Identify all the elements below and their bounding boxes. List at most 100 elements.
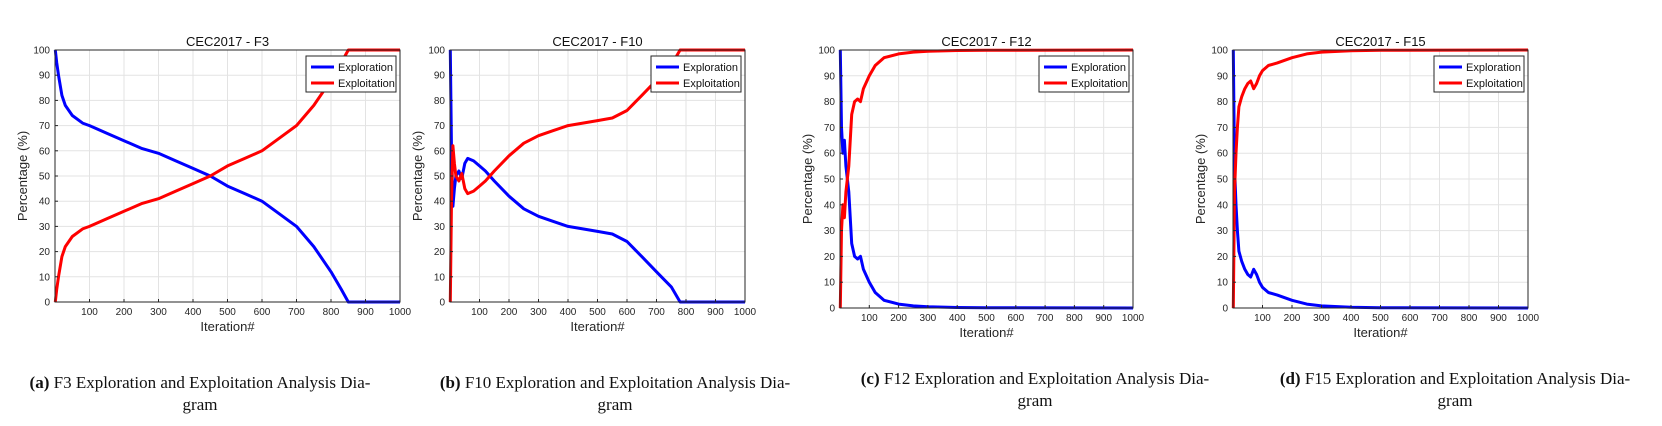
chart-2-x-tick-label: 100: [861, 313, 878, 324]
caption-c-label: (c): [860, 369, 880, 388]
chart-1-y-tick-label: 90: [434, 71, 446, 82]
chart-0-y-tick-label: 30: [39, 222, 51, 233]
chart-0-y-tick-label: 60: [39, 146, 51, 157]
chart-0-title: CEC2017 - F3: [186, 34, 269, 49]
chart-3-y-tick-label: 80: [1217, 97, 1229, 108]
caption-c: (c) F12 Exploration and Exploitation Ana…: [835, 368, 1235, 412]
chart-0-y-tick-label: 70: [39, 121, 51, 132]
chart-2-y-tick-label: 50: [824, 175, 836, 186]
chart-3-x-tick-label: 900: [1490, 313, 1507, 324]
chart-1-x-tick-label: 300: [530, 307, 547, 318]
chart-0-x-tick-label: 300: [150, 307, 167, 318]
chart-1-y-tick-label: 70: [434, 121, 446, 132]
chart-3-x-tick-label: 500: [1372, 313, 1389, 324]
caption-a-label: (a): [29, 373, 50, 392]
chart-1-y-tick-label: 10: [434, 272, 446, 283]
chart-2-x-tick-label: 500: [978, 313, 995, 324]
chart-2-y-tick-label: 90: [824, 71, 836, 82]
chart-0-x-tick-label: 1000: [389, 307, 412, 318]
caption-a-text: F3 Exploration and Exploitation Analysis…: [49, 373, 371, 392]
chart-1-series-line-exploration: [448, 49, 745, 304]
chart-3-y-tick-label: 30: [1217, 226, 1229, 237]
chart-0-x-tick-label: 200: [116, 307, 133, 318]
chart-panel-1: 100 200 300 400 500 600 700 800 900 1000 0 10 20 30 40…: [410, 34, 757, 334]
chart-2-y-tick-label: 30: [824, 226, 836, 237]
chart-3-y-tick-label: 90: [1217, 71, 1229, 82]
caption-c-text: F12 Exploration and Exploitation Analysi…: [879, 369, 1210, 388]
chart-3-x-tick-label: 300: [1313, 313, 1330, 324]
chart-2-legend-label-exploration: Exploration: [1071, 62, 1126, 74]
caption-d-line2: gram: [1437, 391, 1473, 410]
chart-0-x-axis-label: Iteration#: [200, 319, 255, 334]
chart-3-y-tick-label: 10: [1217, 278, 1229, 289]
chart-1-y-axis-label: Percentage (%): [410, 131, 425, 221]
chart-2-legend-label-exploitation: Exploitation: [1071, 78, 1128, 90]
chart-2-x-tick-label: 800: [1066, 313, 1083, 324]
chart-0-legend-label-exploitation: Exploitation: [338, 78, 395, 90]
caption-b-label: (b): [439, 373, 461, 392]
chart-3-x-tick-label: 100: [1254, 313, 1271, 324]
caption-a-line2: gram: [182, 395, 218, 414]
chart-1-legend-box: [650, 55, 742, 93]
chart-0-x-tick-label: 400: [185, 307, 202, 318]
chart-1-y-tick-label: 50: [434, 172, 446, 183]
chart-1-x-tick-label: 500: [589, 307, 606, 318]
chart-3-y-tick-label: 70: [1217, 123, 1229, 134]
caption-a: (a) F3 Exploration and Exploitation Anal…: [0, 372, 400, 416]
chart-1-x-axis-label: Iteration#: [570, 319, 625, 334]
chart-2-x-tick-label: 600: [1007, 313, 1024, 324]
chart-3-legend-label-exploitation: Exploitation: [1466, 78, 1523, 90]
chart-1-x-tick-label: 700: [648, 307, 665, 318]
chart-1-y-tick-label: 20: [434, 247, 446, 258]
chart-3-y-tick-label: 20: [1217, 252, 1229, 263]
chart-3-series-line-exploitation: [1231, 48, 1529, 309]
chart-1-y-tick-label: 100: [428, 46, 445, 57]
chart-0-series-line-exploration: [53, 49, 400, 304]
chart-3-y-tick-label: 40: [1217, 200, 1229, 211]
chart-2-series-line-exploitation: [838, 48, 1134, 309]
chart-1-title: CEC2017 - F10: [552, 34, 642, 49]
chart-2-x-axis-label: Iteration#: [959, 325, 1014, 340]
chart-0-legend-label-exploration: Exploration: [338, 62, 393, 74]
chart-3-y-axis-label: Percentage (%): [1193, 134, 1208, 224]
chart-3-x-tick-label: 200: [1284, 313, 1301, 324]
chart-1-x-tick-label: 800: [678, 307, 695, 318]
chart-0-y-tick-label: 10: [39, 272, 51, 283]
caption-b-text: F10 Exploration and Exploitation Analysi…: [460, 373, 791, 392]
chart-0-y-tick-label: 100: [33, 46, 50, 57]
caption-b: (b) F10 Exploration and Exploitation Ana…: [415, 372, 815, 416]
chart-0-y-tick-label: 90: [39, 71, 51, 82]
chart-1-x-tick-label: 1000: [734, 307, 757, 318]
caption-b-line2: gram: [597, 395, 633, 414]
chart-2-x-tick-label: 1000: [1122, 313, 1145, 324]
chart-2-y-tick-label: 40: [824, 200, 836, 211]
chart-0-y-tick-label: 0: [44, 298, 50, 309]
chart-1-y-tick-label: 0: [439, 298, 445, 309]
caption-d: (d) F15 Exploration and Exploitation Ana…: [1250, 368, 1660, 412]
chart-3-legend-label-exploration: Exploration: [1466, 62, 1521, 74]
chart-panel-2: 100 200 300 400 500 600 700 800 900 1000 0 10 20 30 40…: [800, 34, 1145, 340]
chart-3-legend-box: [1433, 55, 1525, 93]
chart-1-y-tick-label: 60: [434, 146, 446, 157]
chart-0-x-tick-label: 500: [219, 307, 236, 318]
chart-2-y-tick-label: 100: [818, 46, 835, 57]
chart-2-x-tick-label: 700: [1037, 313, 1054, 324]
chart-2-y-tick-label: 10: [824, 278, 836, 289]
chart-3-x-tick-label: 800: [1461, 313, 1478, 324]
chart-2-series-line-exploration: [838, 49, 1134, 310]
chart-3-x-tick-label: 700: [1431, 313, 1448, 324]
chart-2-title: CEC2017 - F12: [941, 34, 1031, 49]
chart-0-y-tick-label: 80: [39, 96, 51, 107]
chart-3-title: CEC2017 - F15: [1335, 34, 1425, 49]
chart-2-y-tick-label: 0: [829, 304, 835, 315]
chart-1-x-tick-label: 600: [619, 307, 636, 318]
chart-3-y-tick-label: 0: [1222, 304, 1228, 315]
chart-2-x-tick-label: 200: [890, 313, 907, 324]
chart-0-y-tick-label: 50: [39, 172, 51, 183]
chart-3-x-tick-label: 1000: [1517, 313, 1540, 324]
chart-1-y-tick-label: 30: [434, 222, 446, 233]
caption-d-text: F15 Exploration and Exploitation Analysi…: [1300, 369, 1631, 388]
chart-panel-3: 100 200 300 400 500 600 700 800 900 1000 0 10 20 30 40…: [1193, 34, 1540, 340]
chart-2-x-tick-label: 300: [920, 313, 937, 324]
chart-2-x-tick-label: 900: [1095, 313, 1112, 324]
